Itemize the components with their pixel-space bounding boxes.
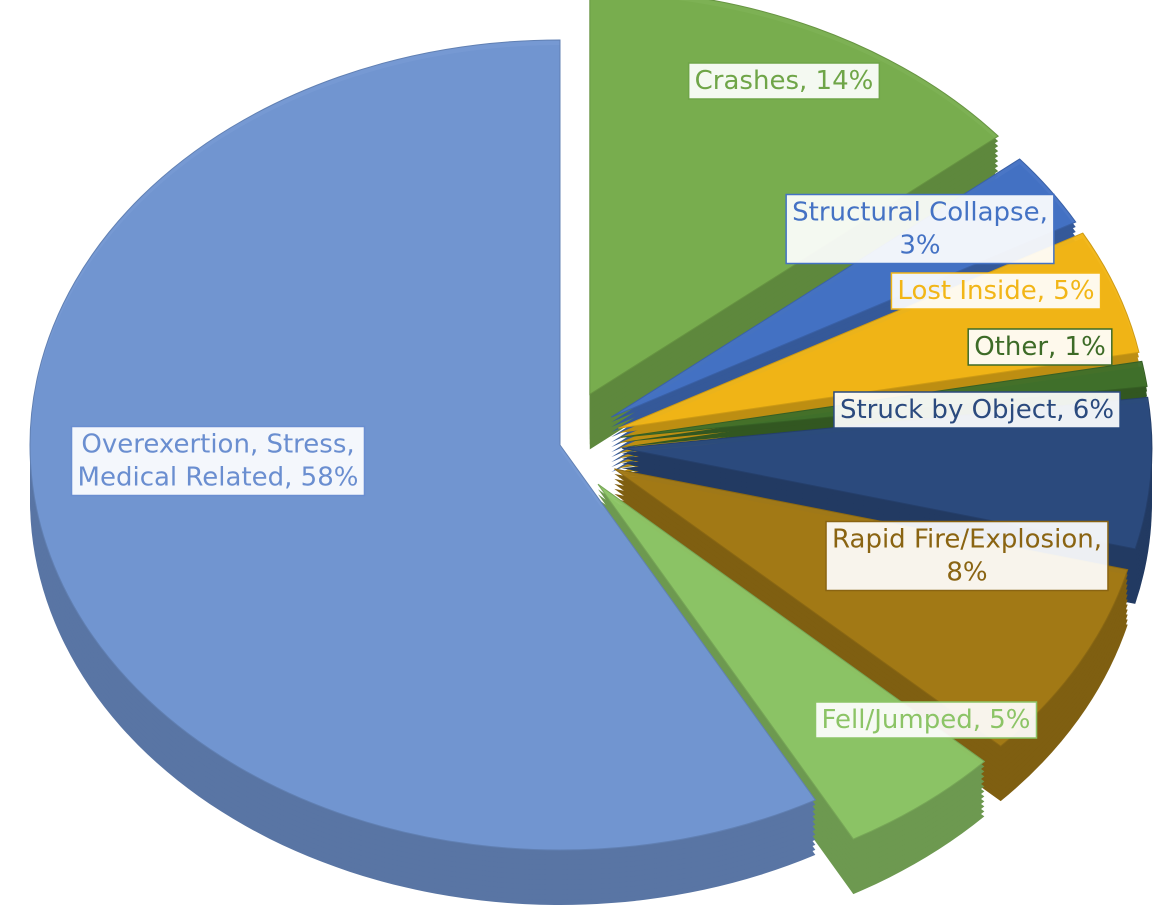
data-label-box: [814, 701, 1038, 739]
data-label-box: [687, 62, 881, 100]
data-label: Lost Inside, 5%: [897, 276, 1094, 306]
data-label-group: Fell/Jumped, 5%: [814, 701, 1038, 739]
data-label: Overexertion, Stress, Medical Related, 58…: [78, 430, 359, 493]
data-label-group: Other, 1%: [967, 328, 1113, 366]
data-label: Rapid Fire/Explosion, 8%: [832, 525, 1102, 588]
data-label: Struck by Object, 6%: [840, 395, 1114, 425]
data-label: Crashes, 14%: [695, 66, 874, 96]
slice: [597, 483, 986, 840]
data-label-group: Rapid Fire/Explosion, 8%: [825, 520, 1109, 592]
slice: [29, 39, 817, 851]
data-label-box: [833, 391, 1121, 429]
data-label-group: Lost Inside, 5%: [890, 272, 1102, 310]
data-label-box: [785, 193, 1055, 265]
data-label-group: Overexertion, Stress, Medical Related, 58…: [70, 425, 366, 497]
data-label-group: Structural Collapse, 3%: [785, 193, 1055, 265]
data-label-group: Crashes, 14%: [687, 62, 881, 100]
data-label-box: [890, 272, 1102, 310]
data-label: Fell/Jumped, 5%: [822, 705, 1031, 735]
data-label: Other, 1%: [974, 332, 1106, 362]
data-label-box: [967, 328, 1113, 366]
slice: [621, 396, 1153, 550]
data-label-box: [70, 425, 366, 497]
data-label-box: [825, 520, 1109, 592]
data-label-group: Struck by Object, 6%: [833, 391, 1121, 429]
data-label: Structural Collapse, 3%: [792, 198, 1048, 261]
